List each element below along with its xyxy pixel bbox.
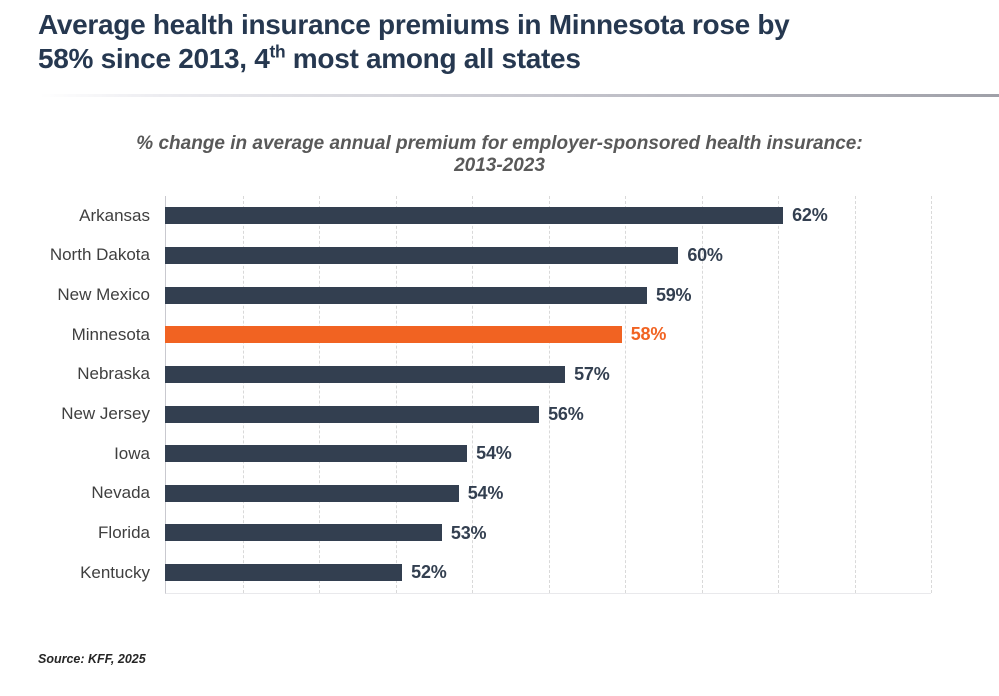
category-label: Arkansas — [79, 205, 150, 225]
value-label: 58% — [630, 324, 667, 345]
value-label: 54% — [467, 482, 504, 503]
subtitle-line2: 2013-2023 — [454, 155, 545, 177]
category-label: New Jersey — [61, 404, 150, 424]
vertical-gridline — [625, 196, 626, 593]
vertical-gridline — [242, 196, 244, 593]
vertical-gridline — [319, 196, 320, 593]
bar — [165, 326, 622, 344]
vertical-gridline — [472, 196, 473, 593]
title-line2-prefix: 58% since 2013, 4 — [38, 42, 270, 74]
bar-row: Nevada 54% — [0, 474, 999, 514]
bar — [165, 445, 468, 463]
category-label: North Dakota — [49, 245, 150, 265]
title-line1: Average health insurance premiums in Min… — [38, 9, 790, 40]
plot-area — [165, 196, 932, 594]
title-superscript: th — [269, 41, 286, 62]
subtitle-line1: % change in average annual premium for e… — [136, 133, 863, 154]
value-label: 52% — [411, 562, 447, 583]
bar — [165, 564, 403, 582]
bar — [165, 207, 784, 225]
bar — [165, 365, 566, 383]
value-label: 53% — [450, 522, 487, 543]
bar — [165, 484, 459, 502]
category-label: Iowa — [114, 443, 150, 463]
vertical-gridline — [778, 196, 779, 593]
bar-row: New Jersey 56% — [0, 394, 999, 434]
category-label: Nevada — [91, 483, 150, 503]
vertical-gridline — [931, 196, 932, 593]
page-title: Average health insurance premiums in Min… — [38, 8, 958, 75]
bar-row: Nebraska 57% — [0, 355, 999, 395]
vertical-gridline — [701, 196, 703, 593]
category-label: Kentucky — [80, 562, 150, 582]
value-label: 60% — [687, 244, 723, 265]
value-label: 56% — [548, 403, 584, 424]
bar-row: Kentucky 52% — [0, 553, 999, 593]
category-label: Nebraska — [77, 364, 150, 384]
bar-row: Iowa 54% — [0, 434, 999, 474]
category-label: New Mexico — [57, 285, 150, 305]
source-note: Source: KFF, 2025 — [38, 652, 146, 666]
bar — [165, 286, 647, 304]
bar-row: Florida 53% — [0, 513, 999, 553]
vertical-gridline — [548, 196, 550, 593]
bar — [165, 524, 442, 542]
bar-row: Minnesota 58% — [0, 315, 999, 355]
value-label: 54% — [476, 443, 512, 464]
bar — [165, 246, 679, 264]
bar — [165, 405, 540, 423]
chart-subtitle: % change in average annual premium for e… — [0, 133, 999, 177]
vertical-gridline — [395, 196, 397, 593]
category-label: Florida — [98, 523, 150, 542]
bar-row: Arkansas 62% — [0, 196, 999, 236]
header-divider-line — [40, 94, 999, 97]
bar-row: New Mexico 59% — [0, 275, 999, 315]
vertical-gridline — [854, 196, 856, 593]
value-label: 57% — [574, 363, 610, 384]
bar-chart: Arkansas 62% North Dakota 60% New Mexico… — [0, 196, 999, 594]
value-label: 59% — [655, 284, 692, 305]
category-label: Minnesota — [71, 324, 150, 344]
title-line2-suffix: most among all states — [285, 42, 581, 74]
value-label: 62% — [792, 205, 828, 226]
bar-row: North Dakota 60% — [0, 236, 999, 276]
